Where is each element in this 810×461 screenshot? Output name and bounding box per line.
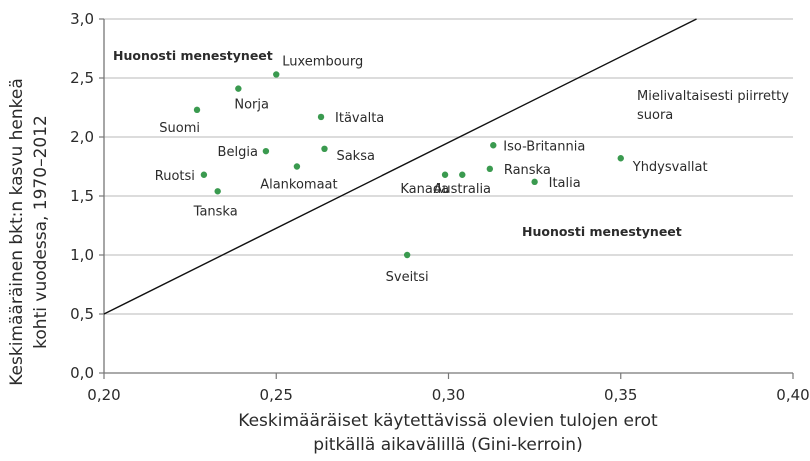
point-label: Suomi: [159, 121, 200, 136]
axes: 0,0 0,5 1,0 1,5 2,0 2,5 3,0 0,20 0,25 0,30 0,35 0,4…: [70, 10, 810, 404]
data-points: Luxembourg Norja Suomi Itävalta Belgia Saksa A…: [155, 54, 708, 285]
data-point: [531, 178, 538, 186]
y-tick-label: 1,0: [70, 246, 94, 264]
y-axis-title: kohti vuodessa, 1970–2012: [31, 115, 51, 349]
x-axis-title: Keskimääräiset käytettävissä olevien tul…: [238, 411, 658, 431]
data-point: [214, 188, 221, 195]
point-label: Kanada: [400, 182, 449, 197]
point-label: Tanska: [193, 204, 238, 219]
point-label: Luxembourg: [282, 54, 363, 69]
region-label: Huonosti menestyneet: [522, 224, 682, 239]
y-tick-label: 1,5: [70, 187, 94, 205]
point-label: Iso-Britannia: [503, 139, 585, 154]
arbitrary-line: [103, 18, 697, 315]
data-point: [193, 106, 201, 114]
data-point: [321, 145, 328, 152]
y-tick-label: 3,0: [70, 10, 94, 28]
x-tick-label: 0,20: [87, 386, 120, 404]
point-label: Australia: [434, 182, 492, 197]
data-point: [262, 147, 270, 155]
x-axis-title: pitkällä aikavälillä (Gini-kerroin): [313, 435, 582, 455]
y-tick-label: 2,5: [70, 69, 94, 87]
x-tick-label: 0,35: [604, 386, 637, 404]
data-point: [200, 171, 208, 178]
point-label: Ranska: [504, 163, 551, 178]
y-tick-label: 0,5: [70, 305, 94, 323]
y-tick-label: 2,0: [70, 128, 94, 146]
y-axis-title: Keskimääräinen bkt:n kasvu henkeä: [7, 78, 27, 386]
data-point: [441, 171, 449, 178]
reference-line: Mielivaltaisesti piirretty suora: [103, 18, 789, 315]
point-label: Sveitsi: [386, 270, 429, 285]
x-tick-label: 0,40: [776, 386, 809, 404]
point-label: Itävalta: [335, 111, 384, 126]
data-point: [317, 113, 325, 121]
y-tick-label: 0,0: [70, 364, 94, 382]
point-label: Saksa: [336, 149, 375, 164]
data-point: [459, 171, 466, 178]
data-point: [293, 163, 301, 170]
reference-line-label: Mielivaltaisesti piirretty: [637, 89, 789, 104]
reference-line-label: suora: [637, 108, 673, 123]
data-point: [403, 251, 411, 259]
point-label: Ruotsi: [155, 169, 195, 184]
data-point: [617, 155, 624, 162]
data-point: [490, 142, 497, 149]
gridlines: [104, 18, 793, 315]
data-point: [273, 71, 280, 78]
data-point: [486, 165, 494, 173]
point-label: Belgia: [218, 145, 258, 160]
data-point: [235, 85, 242, 92]
point-label: Italia: [549, 176, 581, 191]
x-tick-label: 0,30: [432, 386, 465, 404]
axis-titles: Keskimääräiset käytettävissä olevien tul…: [7, 78, 658, 455]
region-label: Huonosti menestyneet: [113, 48, 273, 63]
point-label: Yhdysvallat: [632, 160, 708, 175]
annotations: Huonosti menestyneet Huonosti menestyneet: [113, 48, 682, 239]
point-label: Norja: [234, 98, 269, 113]
point-label: Alankomaat: [260, 178, 337, 193]
x-tick-label: 0,25: [260, 386, 293, 404]
